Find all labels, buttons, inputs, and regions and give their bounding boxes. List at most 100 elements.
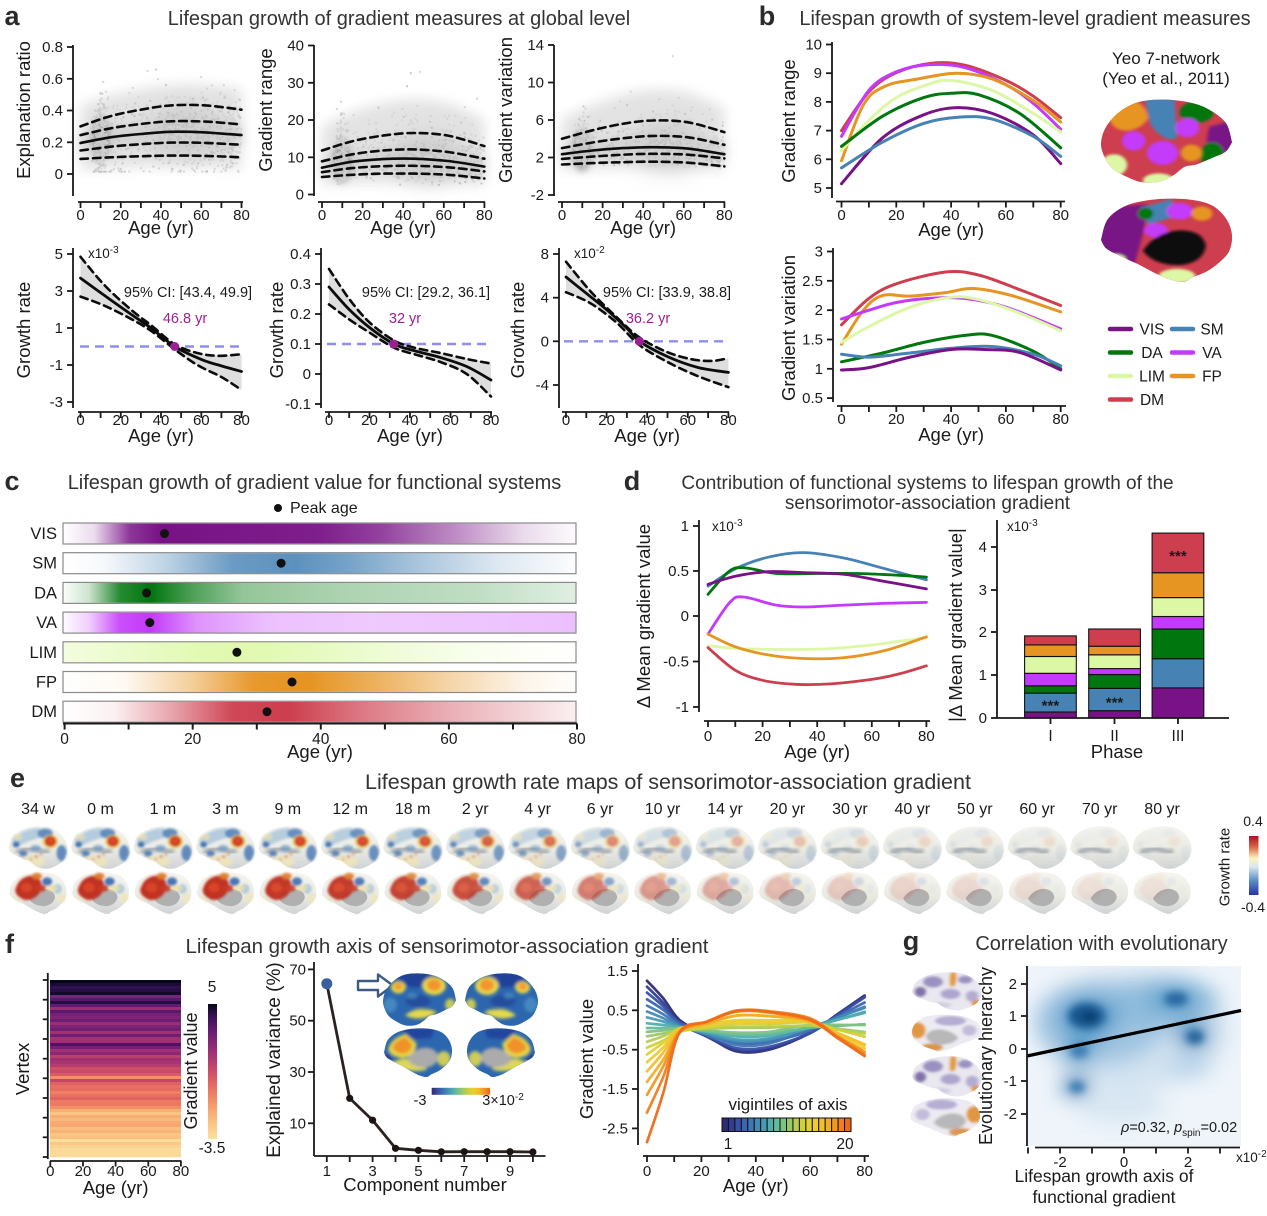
svg-text:0: 0 xyxy=(55,166,63,183)
svg-text:Component number: Component number xyxy=(343,1174,507,1195)
svg-text:0: 0 xyxy=(1009,1041,1017,1058)
svg-text:0.5: 0.5 xyxy=(668,563,689,580)
svg-text:0: 0 xyxy=(60,731,69,748)
svg-text:7: 7 xyxy=(814,123,822,140)
svg-text:30: 30 xyxy=(289,1064,306,1081)
svg-text:20: 20 xyxy=(354,207,371,224)
svg-text:x10-2: x10-2 xyxy=(1236,1149,1267,1165)
svg-text:0.4: 0.4 xyxy=(42,103,63,120)
svg-text:60: 60 xyxy=(140,1163,157,1180)
svg-text:70: 70 xyxy=(289,961,306,978)
svg-text:d: d xyxy=(624,466,641,496)
svg-text:a: a xyxy=(4,1,20,31)
svg-text:1: 1 xyxy=(979,667,987,684)
svg-text:e: e xyxy=(10,763,25,793)
svg-text:Δ Mean gradient value: Δ Mean gradient value xyxy=(633,524,654,708)
svg-text:1: 1 xyxy=(724,1136,733,1153)
svg-text:Age (yr): Age (yr) xyxy=(784,741,850,762)
svg-text:80: 80 xyxy=(856,1163,873,1180)
svg-text:-0.1: -0.1 xyxy=(285,396,311,413)
svg-text:60 yr: 60 yr xyxy=(1019,801,1055,818)
svg-text:sensorimotor-association gradi: sensorimotor-association gradient xyxy=(785,493,1071,514)
svg-text:4 yr: 4 yr xyxy=(524,801,551,818)
svg-text:9: 9 xyxy=(814,65,822,82)
svg-text:SM: SM xyxy=(32,555,57,573)
svg-text:80: 80 xyxy=(476,207,493,224)
svg-text:Age (yr): Age (yr) xyxy=(287,741,353,762)
svg-text:3: 3 xyxy=(815,244,823,261)
svg-text:DA: DA xyxy=(34,584,57,602)
svg-text:VIS: VIS xyxy=(30,525,57,543)
svg-text:0: 0 xyxy=(643,1163,651,1180)
svg-text:14 yr: 14 yr xyxy=(707,801,743,818)
svg-text:3: 3 xyxy=(55,283,63,300)
svg-text:3: 3 xyxy=(368,1163,376,1180)
svg-text:40: 40 xyxy=(312,731,330,748)
svg-text:-0.5: -0.5 xyxy=(602,1042,628,1059)
svg-text:20: 20 xyxy=(112,412,129,429)
svg-text:14: 14 xyxy=(527,37,544,54)
svg-text:40: 40 xyxy=(395,207,412,224)
svg-text:Gradient variation: Gradient variation xyxy=(495,37,516,183)
svg-text:80: 80 xyxy=(233,412,250,429)
svg-text:0: 0 xyxy=(704,728,712,745)
svg-text:Growth rate: Growth rate xyxy=(1217,828,1234,906)
svg-text:***: *** xyxy=(1169,548,1187,565)
svg-text:(Yeo et al., 2011): (Yeo et al., 2011) xyxy=(1102,69,1230,88)
svg-text:f: f xyxy=(5,929,15,959)
svg-text:Lifespan growth axis of sensor: Lifespan growth axis of sensorimotor-ass… xyxy=(185,935,708,958)
svg-text:2: 2 xyxy=(979,624,987,641)
svg-text:Growth rate: Growth rate xyxy=(13,282,34,379)
svg-text:Vertex: Vertex xyxy=(12,1042,33,1095)
svg-text:50 yr: 50 yr xyxy=(957,801,993,818)
svg-text:0.4: 0.4 xyxy=(1243,813,1263,829)
svg-text:Age (yr): Age (yr) xyxy=(918,424,984,445)
svg-text:Gradient range: Gradient range xyxy=(255,48,276,171)
svg-text:20: 20 xyxy=(888,207,905,224)
svg-text:6: 6 xyxy=(814,151,822,168)
svg-text:0: 0 xyxy=(46,1163,54,1180)
svg-text:0: 0 xyxy=(562,412,570,429)
svg-text:1.5: 1.5 xyxy=(802,332,823,349)
svg-text:2 yr: 2 yr xyxy=(462,801,489,818)
svg-text:0.5: 0.5 xyxy=(607,1002,628,1019)
svg-text:VA: VA xyxy=(1202,345,1222,362)
svg-text:x10-3: x10-3 xyxy=(712,518,743,534)
svg-text:10: 10 xyxy=(527,75,544,92)
svg-text:Lifespan growth of system-leve: Lifespan growth of system-level gradient… xyxy=(799,8,1250,30)
svg-text:8: 8 xyxy=(814,94,822,111)
svg-text:60: 60 xyxy=(193,412,210,429)
svg-text:1: 1 xyxy=(323,1163,331,1180)
svg-text:|Δ Mean gradient value|: |Δ Mean gradient value| xyxy=(945,528,966,722)
svg-text:5: 5 xyxy=(414,1163,422,1180)
svg-text:40: 40 xyxy=(153,207,170,224)
svg-text:7: 7 xyxy=(460,1163,468,1180)
svg-text:40: 40 xyxy=(639,412,656,429)
svg-text:0.2: 0.2 xyxy=(290,306,311,323)
svg-text:Growth rate: Growth rate xyxy=(507,282,528,379)
svg-text:Lifespan growth of gradient va: Lifespan growth of gradient value for fu… xyxy=(68,472,562,494)
svg-text:8: 8 xyxy=(541,246,549,263)
svg-text:***: *** xyxy=(1106,695,1124,712)
svg-text:20: 20 xyxy=(754,728,771,745)
svg-text:Gradient value: Gradient value xyxy=(576,999,597,1119)
svg-text:x10-2: x10-2 xyxy=(574,245,605,261)
svg-text:20: 20 xyxy=(75,1163,92,1180)
svg-text:FP: FP xyxy=(1202,369,1222,386)
svg-text:Age (yr): Age (yr) xyxy=(614,425,680,446)
svg-text:ρ=0.32, pspin=0.02: ρ=0.32, pspin=0.02 xyxy=(1120,1120,1237,1139)
svg-text:95% CI: [43.4, 49.9]: 95% CI: [43.4, 49.9] xyxy=(124,285,252,301)
svg-text:40: 40 xyxy=(402,412,419,429)
svg-text:46.8 yr: 46.8 yr xyxy=(163,311,207,327)
svg-text:Age (yr): Age (yr) xyxy=(918,219,984,240)
svg-text:-1: -1 xyxy=(1004,1073,1017,1090)
svg-text:2: 2 xyxy=(1009,976,1017,993)
svg-text:0: 0 xyxy=(325,412,333,429)
svg-text:-2: -2 xyxy=(1053,1154,1066,1171)
svg-text:6 yr: 6 yr xyxy=(587,801,614,818)
svg-text:0.6: 0.6 xyxy=(42,71,63,88)
svg-text:Age (yr): Age (yr) xyxy=(128,425,194,446)
svg-text:-2.5: -2.5 xyxy=(602,1120,628,1137)
svg-text:1 m: 1 m xyxy=(150,801,177,818)
svg-text:FP: FP xyxy=(36,674,57,692)
